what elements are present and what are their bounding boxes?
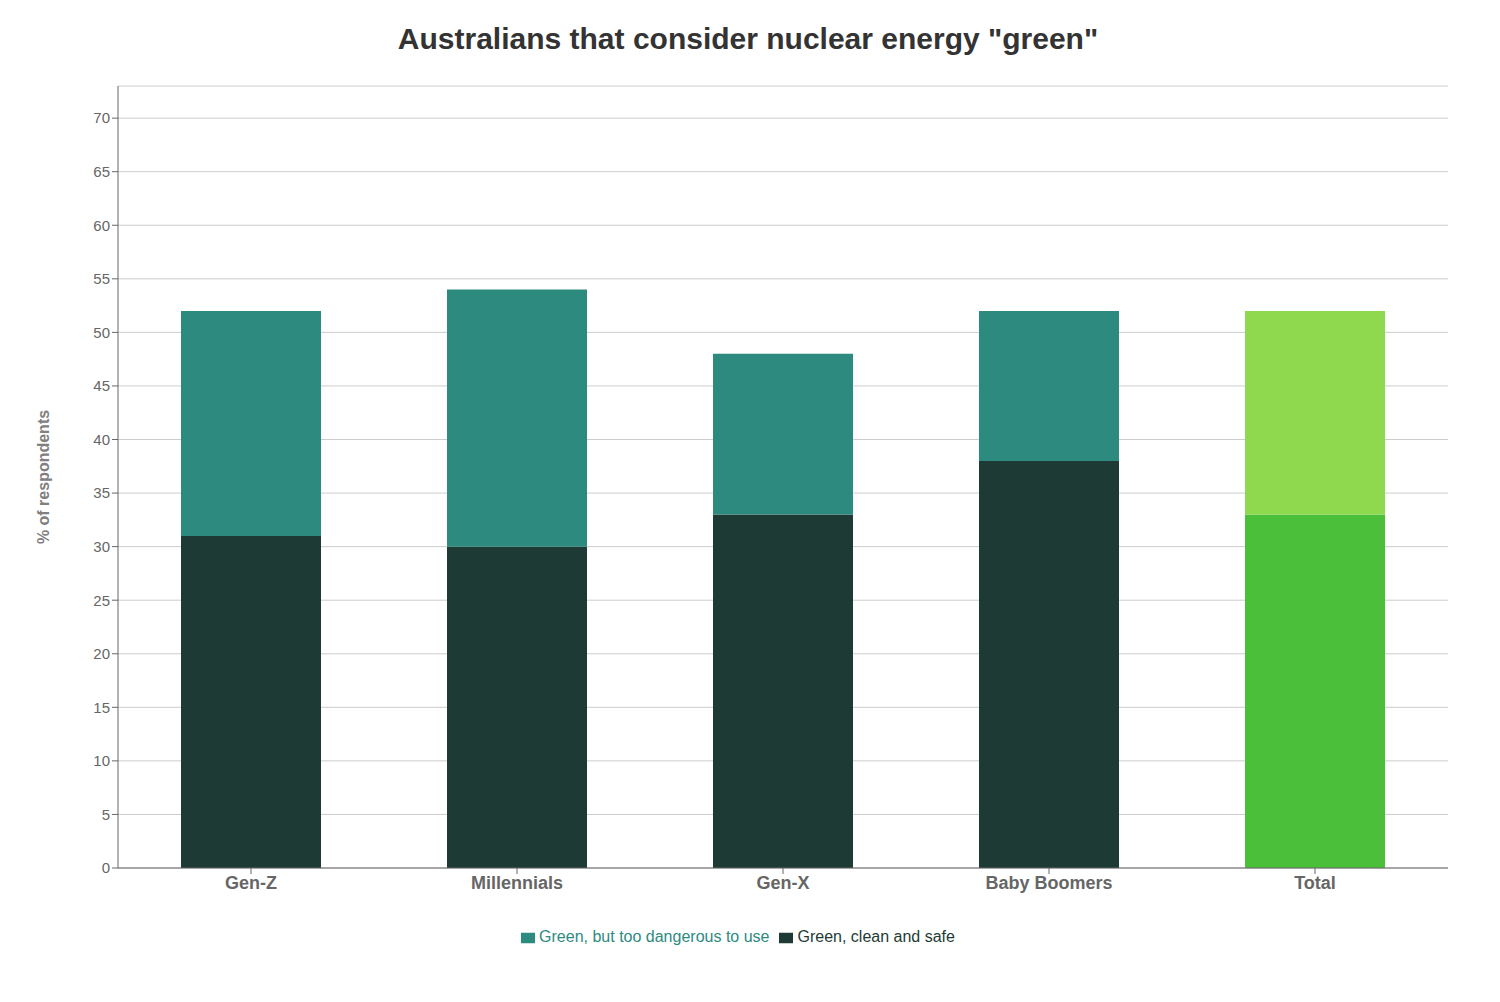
- html-text:Australians that consider nucl: Australians that consider nuclear energy…: [397, 22, 1099, 55]
- svg-text:5: 5: [102, 806, 110, 823]
- svg-text:Gen-X: Gen-X: [756, 873, 809, 893]
- svg-text:% of respondents: % of respondents: [35, 410, 52, 544]
- svg-text:10: 10: [93, 752, 110, 769]
- svg-text:Gen-Z: Gen-Z: [225, 873, 277, 893]
- svg-text:40: 40: [93, 431, 110, 448]
- svg-text:70: 70: [93, 109, 110, 126]
- svg-text:45: 45: [93, 377, 110, 394]
- svg-text:Millennials: Millennials: [471, 873, 563, 893]
- svg-text:55: 55: [93, 270, 110, 287]
- svg-text:65: 65: [93, 163, 110, 180]
- html-text:Green, but too dangerous to us: Green, but too dangerous to use: [539, 928, 770, 945]
- svg-text:50: 50: [93, 324, 110, 341]
- svg-text:60: 60: [93, 217, 110, 234]
- svg-text:0: 0: [102, 859, 110, 876]
- svg-text:15: 15: [93, 699, 110, 716]
- svg-text:25: 25: [93, 592, 110, 609]
- svg-text:Baby Boomers: Baby Boomers: [985, 873, 1112, 893]
- html-text:Green, clean and safe: Green, clean and safe: [797, 928, 955, 945]
- svg-text:20: 20: [93, 645, 110, 662]
- svg-text:30: 30: [93, 538, 110, 555]
- svg-text:35: 35: [93, 484, 110, 501]
- svg-text:Total: Total: [1294, 873, 1336, 893]
